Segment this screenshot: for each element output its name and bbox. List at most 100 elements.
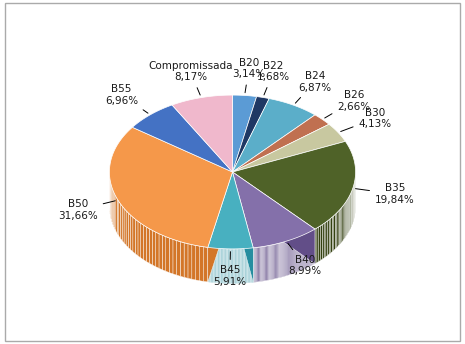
- Polygon shape: [235, 249, 236, 283]
- Polygon shape: [300, 236, 301, 271]
- Polygon shape: [257, 247, 258, 282]
- Polygon shape: [232, 172, 315, 248]
- Polygon shape: [338, 210, 339, 246]
- Text: B24
6,87%: B24 6,87%: [295, 71, 332, 103]
- Polygon shape: [162, 235, 166, 271]
- Polygon shape: [212, 248, 213, 282]
- Polygon shape: [339, 209, 340, 245]
- Polygon shape: [231, 249, 232, 283]
- Polygon shape: [236, 249, 237, 283]
- Polygon shape: [313, 229, 314, 265]
- Polygon shape: [246, 248, 247, 283]
- Polygon shape: [232, 115, 329, 172]
- Polygon shape: [208, 172, 232, 282]
- Polygon shape: [343, 204, 344, 240]
- Polygon shape: [232, 249, 233, 283]
- Polygon shape: [287, 241, 288, 276]
- Polygon shape: [223, 249, 224, 283]
- Polygon shape: [299, 236, 300, 271]
- Polygon shape: [324, 222, 326, 258]
- Text: B22
1,68%: B22 1,68%: [257, 61, 290, 95]
- Polygon shape: [114, 194, 116, 231]
- Polygon shape: [262, 246, 264, 281]
- Polygon shape: [200, 246, 204, 281]
- Polygon shape: [221, 249, 222, 283]
- Polygon shape: [228, 249, 229, 283]
- Polygon shape: [337, 212, 338, 248]
- Polygon shape: [289, 240, 290, 275]
- Polygon shape: [217, 248, 218, 283]
- Polygon shape: [196, 245, 200, 281]
- Polygon shape: [208, 172, 253, 249]
- Polygon shape: [226, 249, 227, 283]
- Polygon shape: [284, 242, 285, 277]
- Polygon shape: [116, 196, 117, 234]
- Polygon shape: [173, 239, 177, 275]
- Polygon shape: [122, 206, 124, 243]
- Polygon shape: [138, 221, 140, 258]
- Polygon shape: [208, 247, 209, 282]
- Polygon shape: [315, 228, 317, 264]
- Polygon shape: [310, 232, 311, 267]
- Polygon shape: [270, 245, 272, 280]
- Polygon shape: [308, 233, 309, 268]
- Polygon shape: [258, 247, 259, 282]
- Polygon shape: [159, 234, 162, 270]
- Polygon shape: [344, 203, 345, 239]
- Polygon shape: [232, 141, 356, 229]
- Polygon shape: [232, 97, 269, 172]
- Polygon shape: [350, 194, 351, 230]
- Polygon shape: [348, 197, 349, 233]
- Polygon shape: [352, 187, 353, 224]
- Polygon shape: [264, 246, 265, 281]
- Polygon shape: [288, 240, 289, 275]
- Polygon shape: [327, 219, 329, 256]
- Text: B55
6,96%: B55 6,96%: [105, 84, 148, 113]
- Text: B40
8,99%: B40 8,99%: [288, 244, 322, 276]
- Polygon shape: [239, 249, 240, 283]
- Polygon shape: [281, 242, 282, 277]
- Polygon shape: [274, 244, 275, 279]
- Polygon shape: [269, 245, 270, 280]
- Polygon shape: [317, 227, 319, 262]
- Polygon shape: [272, 245, 274, 279]
- Polygon shape: [305, 234, 306, 269]
- Polygon shape: [275, 244, 276, 279]
- Polygon shape: [312, 230, 313, 265]
- Polygon shape: [279, 243, 280, 278]
- Polygon shape: [232, 124, 345, 172]
- Polygon shape: [298, 237, 299, 272]
- Polygon shape: [249, 248, 250, 283]
- Polygon shape: [120, 204, 122, 241]
- Polygon shape: [340, 207, 342, 244]
- Polygon shape: [241, 249, 242, 283]
- Polygon shape: [112, 186, 113, 224]
- Polygon shape: [295, 238, 296, 273]
- Polygon shape: [218, 248, 219, 283]
- Polygon shape: [276, 244, 277, 279]
- Polygon shape: [232, 172, 253, 282]
- Polygon shape: [261, 247, 262, 281]
- Polygon shape: [204, 247, 208, 282]
- Polygon shape: [290, 240, 291, 275]
- Polygon shape: [210, 248, 211, 282]
- Polygon shape: [188, 244, 192, 279]
- Polygon shape: [237, 249, 238, 283]
- Polygon shape: [180, 241, 184, 277]
- Polygon shape: [146, 227, 149, 264]
- Polygon shape: [329, 218, 331, 254]
- Polygon shape: [294, 238, 295, 273]
- Polygon shape: [227, 249, 228, 283]
- Polygon shape: [126, 211, 128, 247]
- Polygon shape: [248, 248, 249, 283]
- Polygon shape: [214, 248, 215, 283]
- Polygon shape: [222, 249, 223, 283]
- Polygon shape: [133, 217, 135, 254]
- Polygon shape: [216, 248, 217, 283]
- Polygon shape: [320, 225, 322, 260]
- Polygon shape: [245, 248, 246, 283]
- Polygon shape: [208, 172, 232, 282]
- Polygon shape: [302, 235, 303, 270]
- Polygon shape: [135, 219, 138, 256]
- Polygon shape: [244, 248, 245, 283]
